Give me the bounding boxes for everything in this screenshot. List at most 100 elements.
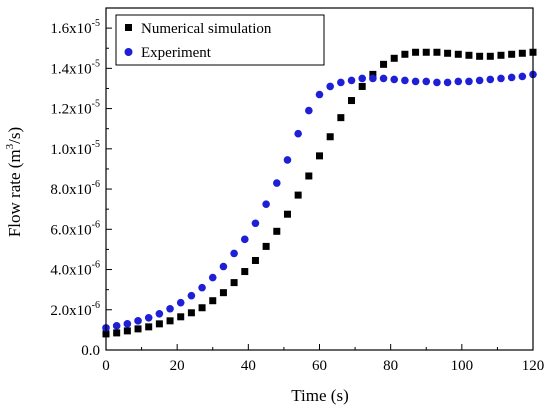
x-tick-label: 120 [522, 358, 545, 374]
experiment-point [123, 320, 132, 328]
simulation-point [348, 97, 356, 105]
experiment-point [443, 78, 452, 87]
x-tick-labels: 0 20 40 60 80 100 120 [102, 358, 544, 374]
x-tick-label: 80 [383, 358, 398, 374]
simulation-point [454, 50, 462, 58]
experiment-point [475, 76, 484, 85]
x-tick-label: 100 [451, 358, 474, 374]
simulation-point [422, 48, 430, 56]
y-tick-label: 6.0x10-6 [50, 219, 100, 238]
experiment-point [326, 82, 334, 91]
experiment-point [305, 106, 313, 115]
y-axis-title-sup: 3 [4, 143, 16, 149]
y-tick-label: 1.6x10-5 [50, 18, 100, 37]
y-tick-label: 1.0x10-5 [50, 139, 100, 158]
simulation-point [273, 227, 281, 235]
experiment-point [240, 235, 249, 244]
y-tick-labels: 0.0 2.0x10-6 4.0x10-6 6.0x10-6 8.0x10-6 1.0x1… [50, 18, 100, 359]
simulation-point [294, 191, 302, 199]
experiment-point [486, 75, 495, 84]
y-axis-title: Flow rate (m3/s) [4, 127, 24, 237]
experiment-point [358, 74, 367, 83]
experiment-point [230, 249, 238, 258]
experiment-point [347, 76, 356, 85]
simulation-point [380, 60, 388, 68]
simulation-point [326, 133, 334, 141]
simulation-point [123, 327, 131, 335]
simulation-point [113, 329, 121, 337]
simulation-point [444, 49, 452, 57]
x-tick-label: 40 [241, 358, 256, 374]
simulation-point [476, 52, 484, 60]
experiment-point [433, 78, 441, 87]
simulation-point [316, 152, 323, 160]
y-tick-label: 2.0x10-6 [50, 300, 100, 319]
experiment-point [369, 74, 377, 83]
simulation-point [486, 52, 494, 60]
experiment-point [465, 77, 473, 86]
simulation-point [369, 70, 377, 78]
simulation-point [209, 297, 217, 305]
simulation-point [155, 320, 163, 328]
simulation-point [230, 279, 238, 287]
experiment-point [518, 72, 527, 81]
experiment-point [422, 77, 431, 86]
y-tick-label: 1.2x10-5 [50, 99, 100, 118]
simulation-point [177, 313, 185, 321]
simulation-point [283, 210, 291, 218]
legend-label-numerical-simulation: Numerical simulation [141, 21, 272, 37]
simulation-point [412, 48, 420, 56]
legend-marker-experiment [124, 48, 133, 56]
experiment-point [337, 78, 345, 87]
simulation-point [518, 49, 526, 57]
simulation-point [251, 256, 259, 264]
simulation-point [305, 172, 313, 180]
y-tick-label: 8.0x10-6 [50, 179, 100, 198]
simulation-point [166, 317, 174, 325]
experiment-point [144, 314, 153, 322]
experiment-point [262, 200, 270, 208]
experiment-point [198, 283, 206, 292]
experiment-point [315, 90, 324, 99]
experiment-point [112, 322, 121, 330]
series-experiment [102, 70, 537, 332]
experiment-point [411, 77, 420, 86]
x-tick-label: 20 [170, 358, 185, 374]
simulation-point [241, 268, 249, 276]
simulation-point [390, 54, 398, 62]
y-tick-label: 0.0 [81, 343, 100, 359]
y-tick-label: 4.0x10-6 [50, 260, 100, 279]
experiment-point [208, 273, 217, 282]
experiment-point [507, 73, 516, 82]
simulation-point [465, 51, 473, 59]
y-axis-title-main: Flow rate (m [5, 149, 24, 237]
x-axis-title: Time (s) [291, 386, 348, 405]
experiment-point [390, 75, 399, 84]
y-axis-title-tail: /s) [5, 127, 24, 144]
simulation-point [508, 50, 516, 58]
experiment-point [187, 291, 196, 300]
y-tick-label: 1.4x10-5 [50, 58, 100, 77]
experiment-point [166, 304, 174, 313]
simulation-point [401, 50, 409, 58]
legend-box [115, 14, 325, 66]
experiment-point [454, 77, 463, 86]
experiment-point [294, 129, 302, 138]
experiment-point [401, 76, 409, 85]
experiment-point [251, 219, 260, 228]
experiment-point [283, 156, 292, 164]
simulation-point [134, 325, 142, 333]
experiment-point [497, 74, 505, 83]
experiment-point [134, 317, 142, 325]
experiment-point [155, 309, 164, 318]
legend: Numerical simulation Experiment [115, 14, 325, 66]
simulation-point [337, 114, 345, 122]
plot-frame [105, 7, 534, 351]
simulation-point [198, 304, 206, 312]
simulation-point [433, 48, 441, 56]
legend-marker-numerical-simulation [125, 24, 132, 31]
x-tick-label: 60 [312, 358, 327, 374]
simulation-point [262, 242, 270, 250]
simulation-point [497, 51, 505, 59]
